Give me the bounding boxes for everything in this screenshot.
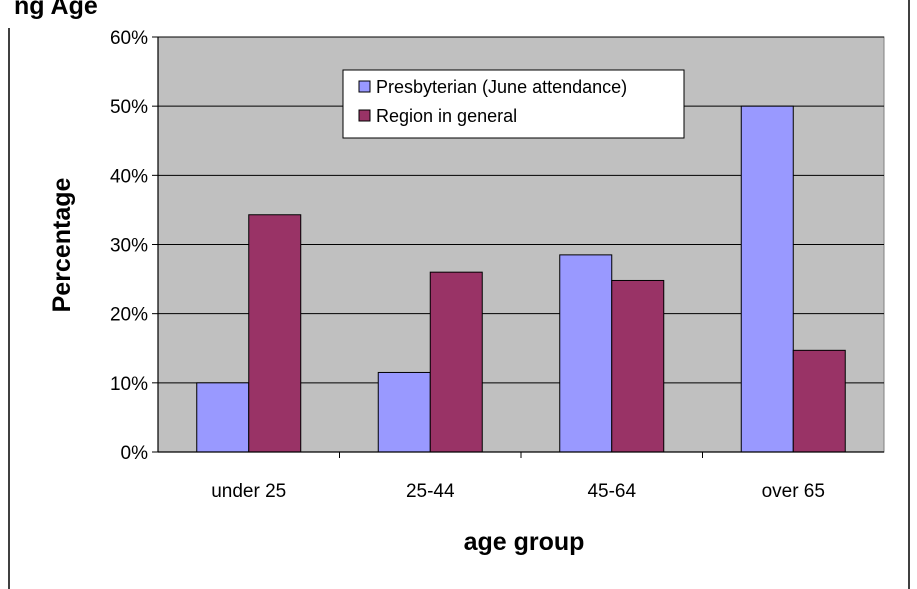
bar-presbyterian-3 <box>740 105 794 453</box>
bar-region-3 <box>792 349 846 453</box>
legend-box <box>342 69 685 139</box>
bar-region-2 <box>611 279 665 453</box>
y-tick-label: 10% <box>110 374 148 395</box>
y-axis-title: Percentage <box>48 178 76 313</box>
bar-presbyterian-0 <box>196 382 250 453</box>
legend-swatch-presbyterian <box>358 80 371 93</box>
bar-presbyterian-2 <box>559 254 613 453</box>
bar-region-1 <box>429 271 483 453</box>
y-tick-label: 30% <box>110 236 148 257</box>
y-tick-label: 40% <box>110 166 148 187</box>
legend-swatch-region <box>358 109 371 122</box>
y-tick-label: 60% <box>110 28 148 49</box>
x-tick-label: over 65 <box>762 481 825 502</box>
legend: Presbyterian (June attendance) Region in… <box>342 69 685 139</box>
y-tick-label: 50% <box>110 97 148 118</box>
y-tick-label: 0% <box>121 443 149 464</box>
legend-label-presbyterian: Presbyterian (June attendance) <box>376 77 627 97</box>
x-axis-ticks: under 25 25-44 45-64 over 65 <box>211 452 825 502</box>
chart-title: ng Age <box>14 0 98 20</box>
bar-region-0 <box>248 214 302 453</box>
y-axis-ticks: 0% 10% 20% 30% 40% 50% 60% <box>110 28 158 464</box>
x-tick-label: 45-64 <box>587 481 636 502</box>
legend-label-region: Region in general <box>376 106 517 126</box>
bar-presbyterian-1 <box>377 371 431 453</box>
x-tick-label: 25-44 <box>406 481 455 502</box>
x-tick-label: under 25 <box>211 481 286 502</box>
bars <box>196 105 846 453</box>
y-tick-label: 20% <box>110 305 148 326</box>
x-axis-title: age group <box>464 528 585 556</box>
